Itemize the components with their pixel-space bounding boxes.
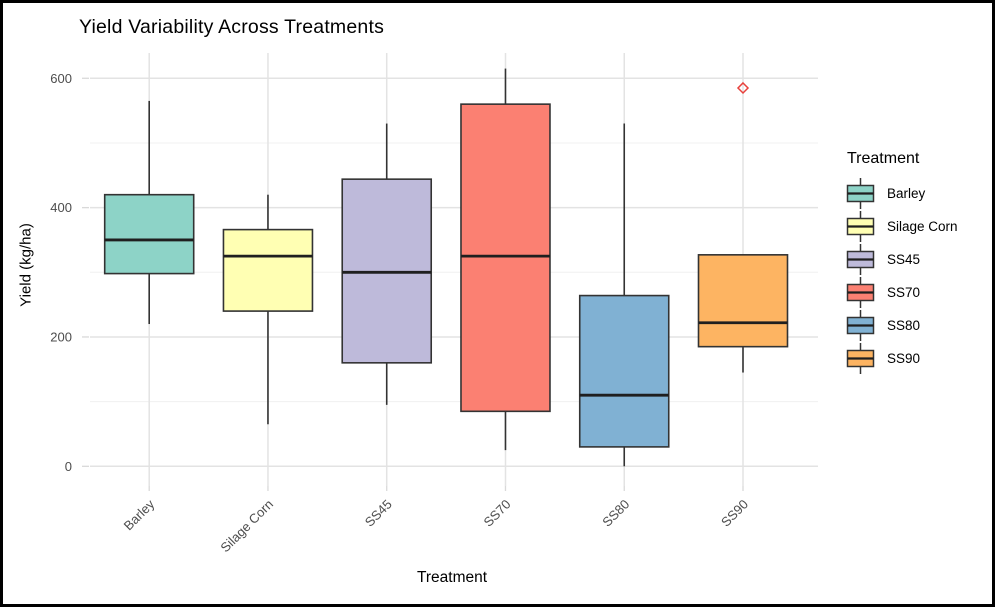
x-tick-label: SS45 [362, 497, 395, 530]
y-tick-label: 400 [50, 200, 72, 215]
legend-item-ss70: SS70 [843, 276, 958, 309]
x-tick-label: Silage Corn [217, 497, 276, 556]
legend-key-boxplot-icon [846, 310, 875, 341]
legend-label: Silage Corn [887, 219, 958, 234]
legend-label: Barley [887, 186, 926, 201]
plot-panel: 0 200 400 600 Barley Silage Corn SS45 SS70 SS80 S… [50, 53, 818, 556]
legend-item-barley: Barley [843, 177, 958, 210]
legend-label: SS80 [887, 318, 921, 333]
chart-title: Yield Variability Across Treatments [79, 16, 385, 38]
legend-key-boxplot-icon [846, 178, 875, 209]
legend-title: Treatment [847, 150, 920, 167]
legend-label: SS70 [887, 285, 921, 300]
legend-item-ss45: SS45 [843, 243, 958, 276]
y-tick-label: 600 [50, 71, 72, 86]
y-tick-label: 200 [50, 329, 72, 344]
y-tick-label: 0 [65, 459, 72, 474]
x-tick-label: Barley [121, 496, 158, 533]
x-tick-label: SS70 [480, 497, 513, 530]
x-tick-label: SS80 [599, 497, 632, 530]
legend-key-boxplot-icon [846, 244, 875, 275]
legend-label: SS45 [887, 252, 921, 267]
y-axis-title: Yield (kg/ha) [17, 223, 35, 307]
box-ss90 [697, 254, 789, 348]
box-silage-corn [222, 228, 314, 312]
legend-item-ss90: SS90 [843, 342, 958, 375]
box-barley [103, 193, 195, 275]
x-axis-title: Treatment [416, 569, 488, 586]
box-ss70 [460, 103, 551, 413]
legend: Treatment Barley Silage Corn SS45 SS70 SS80 S… [843, 150, 958, 375]
legend-item-ss80: SS80 [843, 309, 958, 342]
legend-key-boxplot-icon [846, 343, 875, 374]
legend-label: SS90 [887, 351, 921, 366]
legend-key-boxplot-icon [846, 211, 875, 242]
legend-item-silage-corn: Silage Corn [843, 210, 958, 243]
legend-items: Barley Silage Corn SS45 SS70 SS80 SS90 [843, 177, 958, 375]
box-ss80 [578, 294, 670, 448]
x-tick-label: SS90 [718, 497, 751, 530]
legend-key-boxplot-icon [846, 277, 875, 308]
outlier-diamond [736, 81, 750, 95]
